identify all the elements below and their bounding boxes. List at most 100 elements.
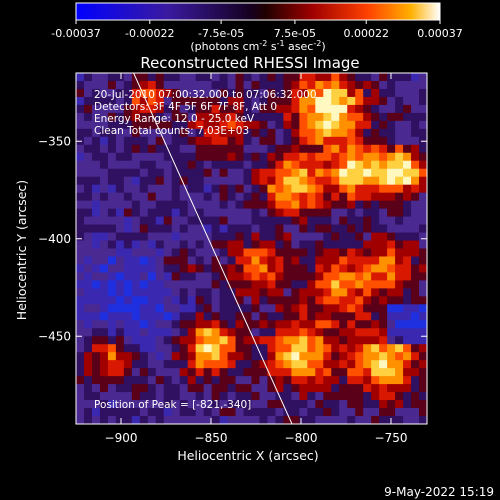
heatmap-cell	[251, 392, 261, 401]
heatmap-cell	[171, 368, 181, 377]
heatmap-cell	[307, 360, 316, 369]
heatmap-cell	[315, 168, 324, 178]
heatmap-cell	[211, 272, 221, 282]
heatmap-cell	[91, 392, 101, 401]
heatmap-cell	[76, 176, 85, 186]
heatmap-cell	[323, 328, 332, 337]
heatmap-cell	[76, 184, 85, 194]
heatmap-cell	[291, 320, 300, 329]
heatmap-cell	[187, 352, 197, 361]
heatmap-cell	[99, 248, 109, 258]
heatmap-cell	[419, 392, 427, 401]
heatmap-cell	[211, 312, 221, 321]
heatmap-cell	[139, 88, 149, 98]
heatmap-cell	[307, 296, 316, 305]
heatmap-cell	[115, 216, 125, 226]
heatmap-cell	[171, 136, 181, 146]
heatmap-cell	[203, 216, 213, 226]
heatmap-cell	[403, 208, 412, 218]
heatmap-cell	[331, 296, 340, 305]
heatmap-cell	[107, 96, 117, 106]
heatmap-cell	[251, 264, 261, 274]
heatmap-cell	[179, 176, 189, 186]
heatmap-cell	[123, 128, 133, 138]
heatmap-cell	[179, 280, 189, 289]
heatmap-cell	[395, 408, 404, 417]
heatmap-cell	[403, 96, 412, 106]
heatmap-cell	[235, 168, 245, 178]
heatmap-cell	[235, 336, 245, 345]
heatmap-cell	[387, 312, 396, 321]
heatmap-cell	[195, 88, 205, 98]
heatmap-cell	[187, 168, 197, 178]
heatmap-cell	[147, 80, 157, 90]
heatmap-cell	[131, 328, 141, 337]
heatmap-cell	[123, 168, 133, 178]
heatmap-cell	[307, 192, 316, 202]
heatmap-cell	[371, 256, 380, 266]
heatmap-cell	[235, 224, 245, 234]
heatmap-cell	[339, 400, 348, 409]
heatmap-cell	[403, 320, 412, 329]
heatmap-cell	[195, 248, 205, 258]
heatmap-cell	[291, 176, 300, 186]
heatmap-cell	[307, 216, 316, 226]
heatmap-cell	[419, 288, 427, 297]
heatmap-cell	[227, 152, 237, 162]
heatmap-cell	[331, 376, 340, 385]
heatmap-cell	[163, 88, 173, 98]
heatmap-cell	[123, 160, 133, 170]
heatmap-cell	[275, 136, 285, 146]
heatmap-cell	[187, 328, 197, 337]
heatmap-cell	[91, 320, 101, 329]
heatmap-cell	[307, 384, 316, 393]
plot-area: −900 −850 −800 −750−350−400−450 20-Jul-2010…	[38, 72, 428, 445]
heatmap-cell	[403, 272, 412, 282]
heatmap-cell	[76, 248, 85, 258]
heatmap-cell	[379, 176, 388, 186]
plot-frame	[75, 72, 428, 425]
heatmap-cell	[219, 296, 229, 305]
y-axis-label: Heliocentric Y (arcsec)	[14, 180, 29, 320]
heatmap-cell	[115, 120, 125, 130]
heatmap-cell	[403, 408, 412, 417]
heatmap-cell	[179, 336, 189, 345]
heatmap-cell	[147, 248, 157, 258]
heatmap-cell	[83, 104, 93, 114]
heatmap-cell	[275, 152, 285, 162]
heatmap-cell	[355, 344, 364, 353]
heatmap-cell	[211, 304, 221, 313]
heatmap-cell	[187, 88, 197, 98]
heatmap-cell	[315, 128, 324, 138]
heatmap-cell	[163, 416, 173, 424]
heatmap-cell	[187, 112, 197, 122]
heatmap-cell	[91, 232, 101, 242]
heatmap-cell	[115, 368, 125, 377]
heatmap-cell	[235, 184, 245, 194]
heatmap-cell	[211, 320, 221, 329]
heatmap-cell	[331, 208, 340, 218]
heatmap-cell	[123, 296, 133, 305]
heatmap-cell	[115, 88, 125, 98]
heatmap-cell	[211, 120, 221, 130]
heatmap-cell	[395, 200, 404, 210]
heatmap-cell	[323, 400, 332, 409]
heatmap-cell	[259, 80, 269, 90]
heatmap-cell	[355, 152, 364, 162]
heatmap-cell	[76, 128, 85, 138]
heatmap-cell	[411, 288, 420, 297]
heatmap-cell	[171, 344, 181, 353]
heatmap-cell	[243, 73, 253, 82]
heatmap-cell	[371, 96, 380, 106]
heatmap-cell	[139, 408, 149, 417]
heatmap-cell	[379, 400, 388, 409]
x-tick-label: −850	[195, 431, 228, 445]
heatmap-cell	[211, 184, 221, 194]
heatmap-cell	[251, 96, 261, 106]
heatmap-cell	[419, 112, 427, 122]
heatmap-cell	[267, 96, 277, 106]
heatmap-cell	[243, 384, 253, 393]
heatmap-cell	[76, 96, 85, 106]
heatmap-cell	[163, 160, 173, 170]
heatmap-cell	[387, 344, 396, 353]
